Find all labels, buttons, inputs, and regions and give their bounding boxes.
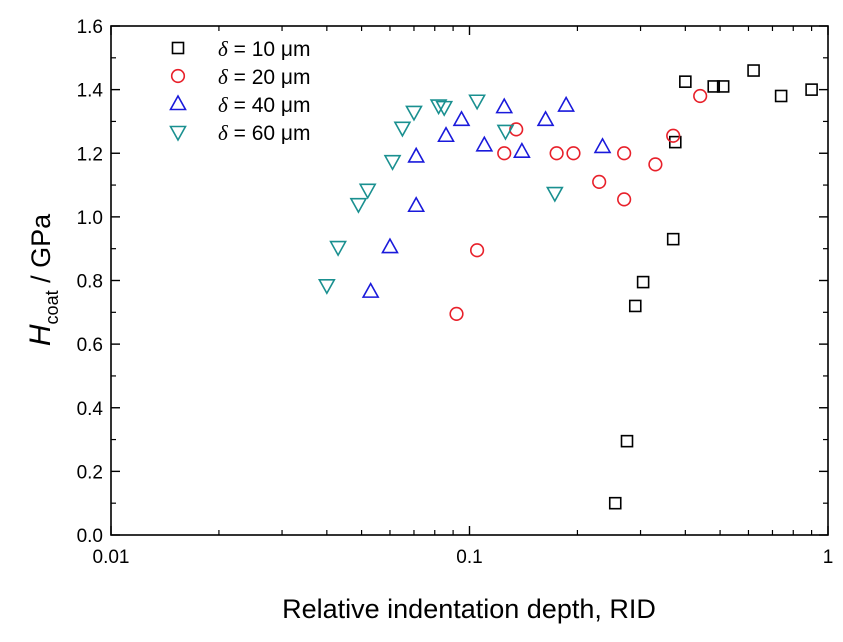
data-point: [496, 124, 515, 141]
legend-delta-symbol: δ: [218, 121, 229, 145]
legend-item: δ = 60 μm: [169, 121, 310, 145]
y-tick-labels: 0.0 0.2 0.4 0.6 0.8 1.0 1.2 1.4 1.6: [77, 17, 104, 547]
data-point: [381, 237, 399, 254]
data-point: [707, 80, 721, 93]
legend-delta-symbol: δ: [218, 93, 229, 117]
data-point: [358, 183, 377, 200]
data-point: [620, 434, 634, 448]
legend-marker: [169, 94, 187, 111]
series-4: [317, 94, 564, 295]
y-tick-label: 0.0: [77, 526, 103, 547]
legend-item: δ = 10 μm: [171, 37, 310, 61]
data-point: [393, 121, 412, 138]
data-point: [407, 146, 426, 163]
legend-marker: [169, 125, 187, 142]
data-point: [405, 105, 423, 122]
data-point: [636, 275, 650, 289]
data-point: [628, 299, 642, 313]
data-point: [329, 240, 347, 257]
y-axis-subscript: coat: [42, 290, 62, 324]
legend-item: δ = 40 μm: [169, 93, 310, 117]
data-point: [513, 142, 531, 158]
legend-delta-symbol: δ: [218, 65, 229, 89]
data-point: [429, 99, 448, 116]
series-2: [449, 88, 708, 322]
legend-value: = 10 μm: [228, 38, 311, 61]
data-point: [435, 100, 454, 117]
legend-label: δ = 10 μm: [218, 37, 310, 61]
y-axis-title: Hcoat / GPa: [24, 213, 62, 346]
y-tick-label: 1.6: [77, 17, 103, 38]
data-point: [648, 157, 663, 172]
data-point: [468, 94, 486, 111]
legend-label: δ = 20 μm: [218, 65, 310, 89]
data-point: [497, 146, 512, 161]
x-tick-label: 0.1: [456, 547, 482, 568]
data-point: [557, 95, 575, 112]
data-points: [317, 64, 818, 510]
data-point: [475, 135, 494, 152]
y-axis-symbol: H: [24, 324, 57, 346]
data-point: [549, 146, 564, 161]
data-point: [617, 192, 632, 207]
y-tick-label: 1.0: [77, 208, 103, 229]
data-point: [536, 110, 555, 127]
x-axis-title: Relative indentation depth, RID: [282, 594, 656, 624]
data-point: [668, 135, 682, 149]
x-tick-label: 0.01: [93, 547, 130, 568]
series-1: [608, 64, 818, 510]
data-point: [383, 154, 402, 171]
data-point: [716, 80, 730, 93]
data-point: [407, 196, 426, 213]
data-point: [349, 197, 368, 214]
legend-label: δ = 40 μm: [218, 93, 310, 117]
series-3: [361, 95, 612, 298]
data-point: [317, 278, 336, 295]
legend-label: δ = 60 μm: [218, 121, 310, 145]
data-point: [469, 243, 485, 258]
legend: δ = 10 μmδ = 20 μmδ = 40 μmδ = 60 μm: [169, 37, 310, 145]
legend-delta-symbol: δ: [218, 37, 229, 61]
axis-ticks: [110, 25, 829, 536]
x-tick-label: 1: [823, 547, 834, 568]
data-point: [592, 174, 607, 189]
data-point: [437, 126, 455, 143]
data-point: [774, 89, 788, 103]
data-point: [593, 137, 612, 154]
data-point: [495, 97, 514, 114]
data-point: [608, 496, 622, 510]
data-point: [566, 146, 581, 161]
data-point: [679, 75, 692, 88]
data-point: [452, 110, 471, 127]
y-tick-label: 1.4: [77, 81, 104, 102]
data-point: [666, 128, 681, 143]
legend-marker: [170, 68, 186, 84]
x-tick-labels: 0.01 0.1 1: [93, 547, 834, 568]
data-point: [805, 83, 818, 96]
legend-value: = 60 μm: [228, 122, 311, 145]
y-tick-label: 0.6: [77, 335, 103, 356]
y-tick-label: 0.8: [77, 272, 103, 293]
y-axis-unit: / GPa: [26, 213, 56, 291]
legend-value: = 40 μm: [228, 94, 311, 117]
legend-value: = 20 μm: [228, 66, 311, 89]
y-tick-label: 0.4: [77, 399, 104, 420]
y-tick-label: 0.2: [77, 462, 103, 483]
data-point: [545, 186, 564, 203]
data-point: [449, 306, 464, 322]
data-point: [617, 146, 632, 161]
data-point: [693, 88, 708, 104]
legend-item: δ = 20 μm: [170, 65, 310, 89]
y-tick-label: 1.2: [77, 144, 103, 165]
legend-marker: [171, 41, 185, 55]
data-point: [361, 281, 380, 298]
data-point: [747, 64, 760, 77]
data-point: [666, 232, 680, 246]
